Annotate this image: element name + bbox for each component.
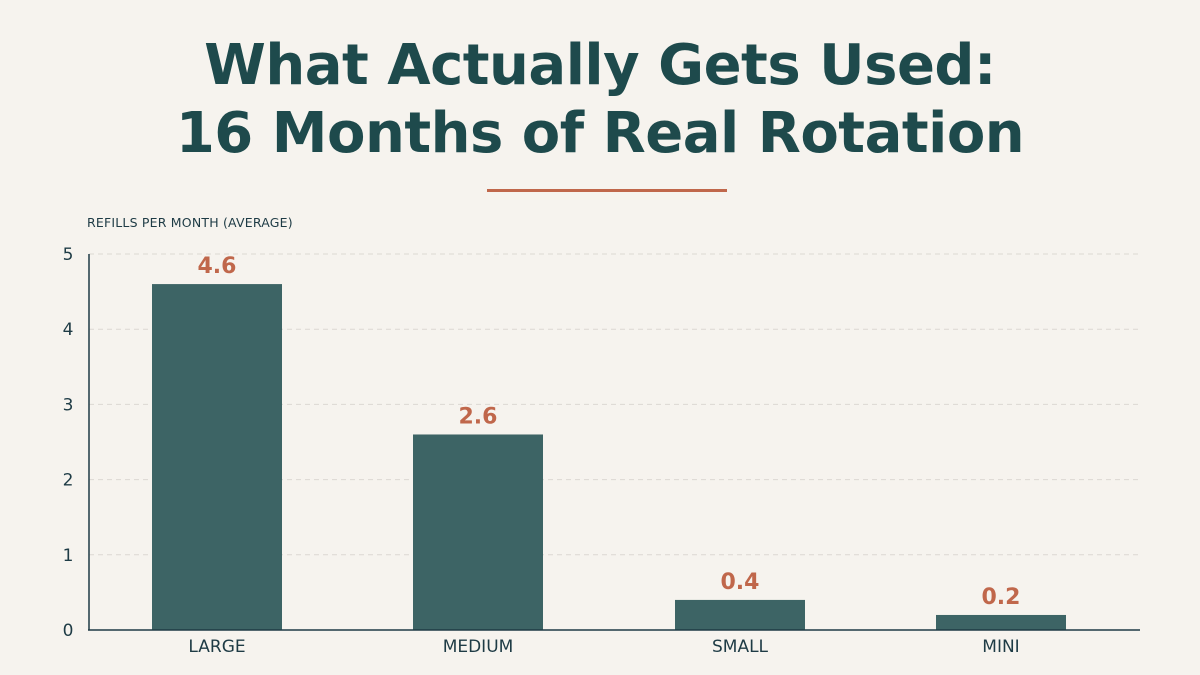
chart-title: What Actually Gets Used: 16 Months of Re… (0, 32, 1200, 168)
y-axis-label: REFILLS PER MONTH (AVERAGE) (87, 215, 293, 230)
y-tick-label: 4 (63, 320, 74, 340)
bar (413, 434, 543, 630)
bar (675, 599, 805, 630)
bar-value-label: 4.6 (198, 254, 237, 279)
chart-title-line-2: 16 Months of Real Rotation (175, 101, 1025, 166)
y-tick-label: 5 (63, 245, 74, 265)
bar-value-label: 0.2 (982, 585, 1021, 610)
x-tick-label: MINI (982, 637, 1019, 657)
y-tick-label: 3 (63, 395, 74, 415)
y-tick-label: 2 (63, 471, 74, 491)
title-underline (487, 189, 727, 192)
bar-value-label: 2.6 (459, 404, 498, 429)
y-tick-label: 1 (63, 546, 74, 566)
x-tick-label: LARGE (188, 637, 245, 657)
bar (936, 614, 1066, 630)
chart-title-line-1: What Actually Gets Used: (204, 33, 996, 98)
bar (152, 284, 282, 630)
bar-value-label: 0.4 (721, 570, 760, 595)
x-tick-label: MEDIUM (443, 637, 514, 657)
y-tick-label: 0 (63, 621, 74, 641)
x-tick-label: SMALL (712, 637, 769, 657)
